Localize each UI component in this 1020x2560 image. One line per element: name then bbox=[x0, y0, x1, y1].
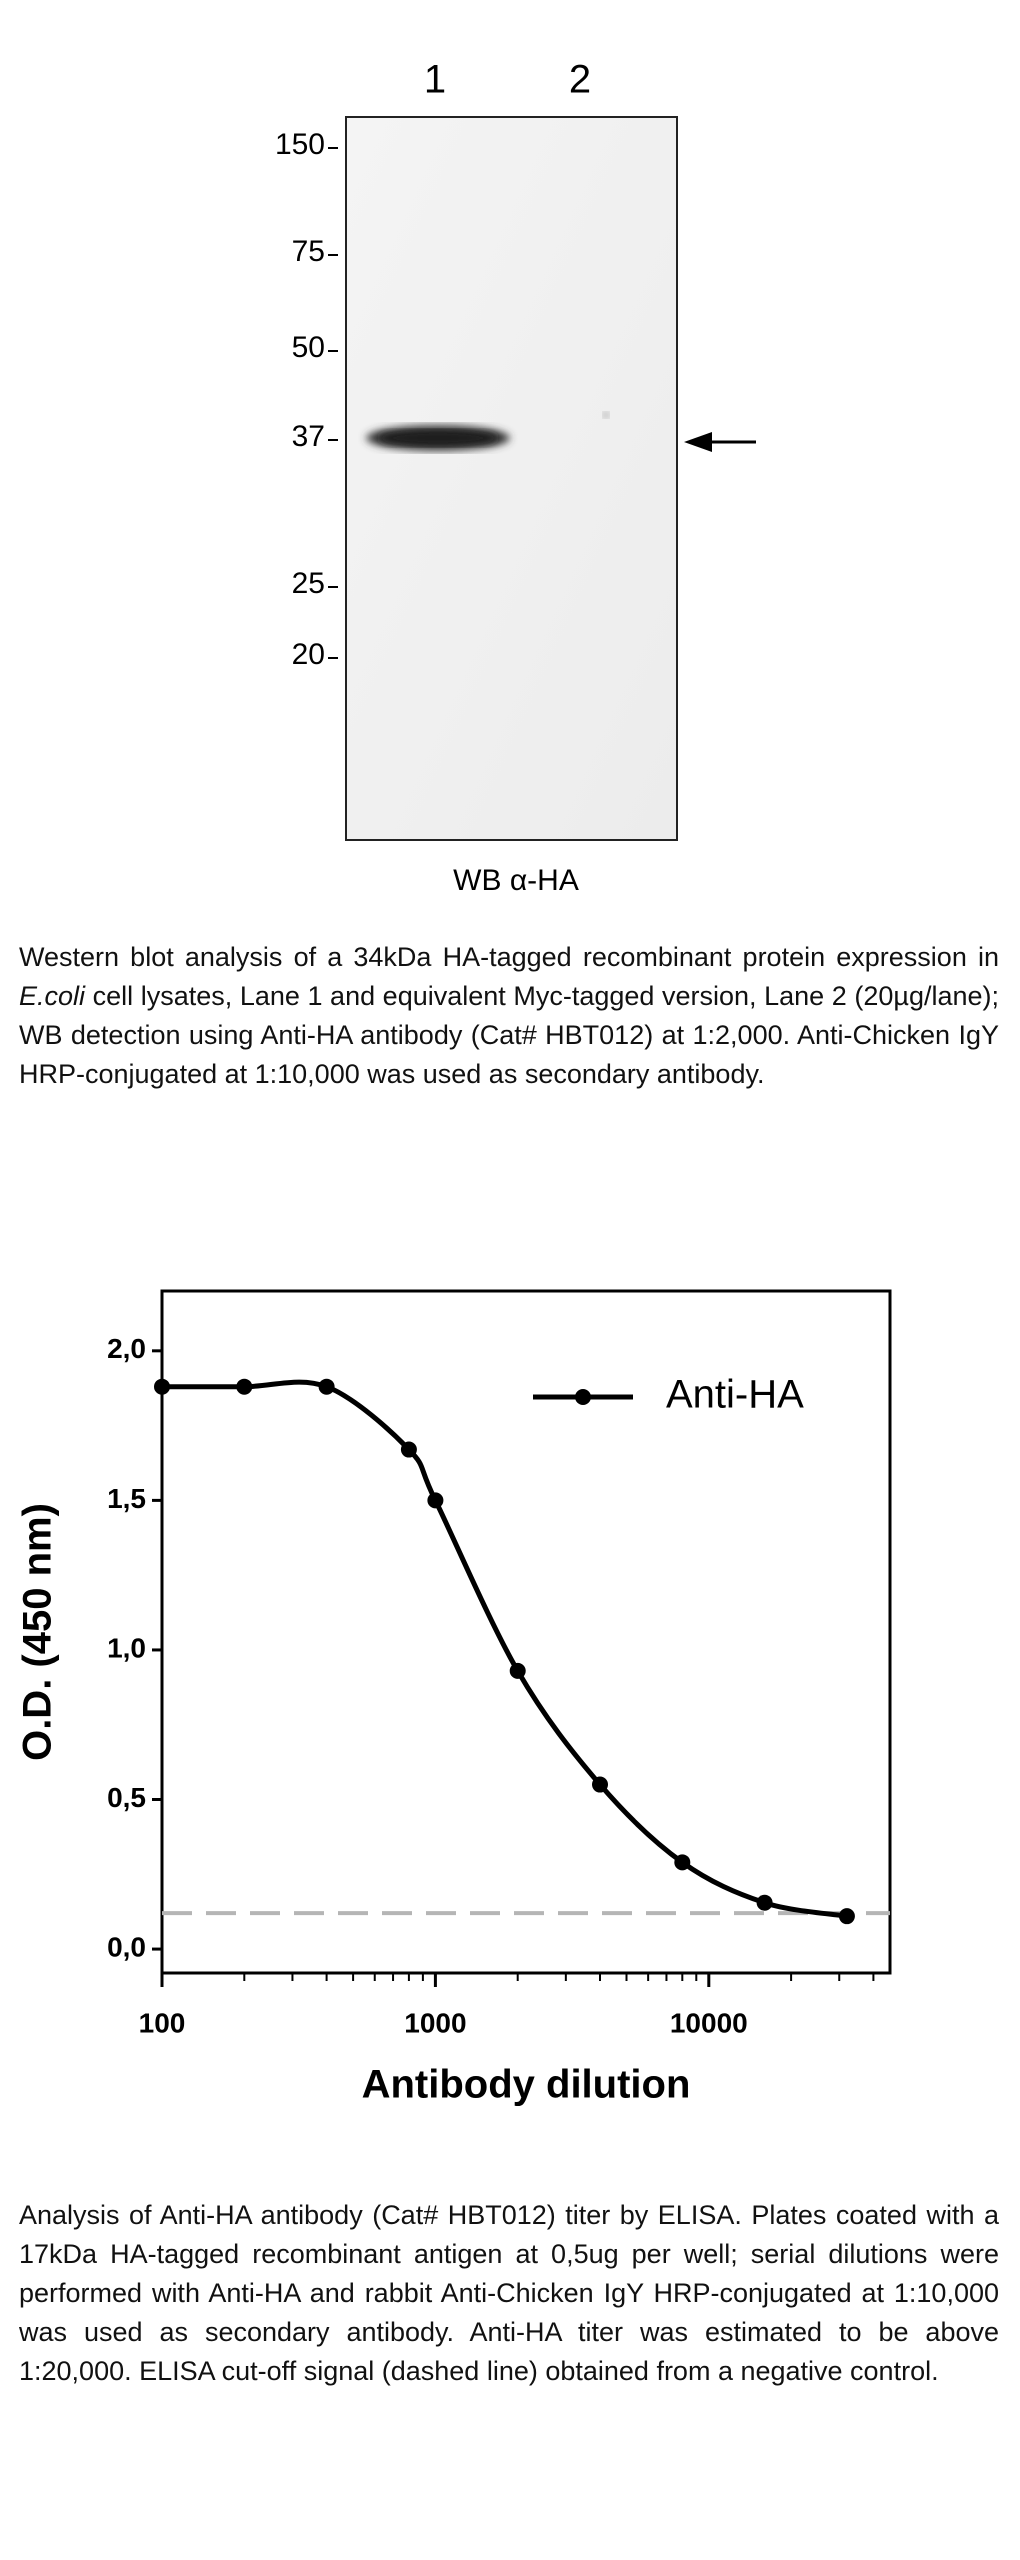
data-point bbox=[400, 1441, 417, 1458]
data-point bbox=[592, 1776, 609, 1793]
marker-label: 50 bbox=[292, 331, 325, 364]
plot-frame bbox=[160, 1289, 892, 1975]
y-tick-label: 0,0 bbox=[107, 1931, 146, 1962]
y-axis-label: O.D. (450 nm) bbox=[16, 1503, 60, 1761]
data-point bbox=[756, 1894, 773, 1911]
y-tick-label: 0,5 bbox=[107, 1782, 146, 1813]
marker-label: 25 bbox=[292, 567, 325, 600]
data-point bbox=[154, 1378, 170, 1395]
y-tick-label: 1,5 bbox=[107, 1483, 146, 1514]
data-point bbox=[838, 1908, 855, 1925]
elisa-caption: Analysis of Anti-HA antibody (Cat# HBT01… bbox=[19, 2200, 999, 2386]
figure: 1 2 WB α-HA 150 75 50 37 25 20 0,0 0,5 1,0 1,5 2,… bbox=[16, 58, 892, 2107]
data-point bbox=[427, 1492, 444, 1509]
caption-text: Western blot analysis of a 34kDa HA-tagg… bbox=[19, 942, 999, 972]
arrow-head bbox=[684, 432, 712, 452]
legend-label: Anti-HA bbox=[666, 1373, 804, 1417]
x-axis-label: Antibody dilution bbox=[362, 2063, 691, 2107]
series-line bbox=[161, 1379, 848, 1919]
lane-label: 1 bbox=[424, 58, 446, 102]
marker-label: 20 bbox=[292, 638, 325, 671]
blot-caption: Western blot analysis of a 34kDa HA-tagg… bbox=[19, 938, 999, 1094]
x-tick-label: 10000 bbox=[670, 2007, 748, 2038]
y-tick-label: 2,0 bbox=[107, 1333, 146, 1364]
caption-text: cell lysates, Lane 1 and equivalent Myc-… bbox=[19, 981, 999, 1089]
blot-label: WB α-HA bbox=[453, 864, 579, 897]
blot-membrane bbox=[345, 116, 678, 841]
marker-label: 75 bbox=[292, 235, 325, 268]
data-point bbox=[236, 1378, 253, 1395]
y-tick-label: 1,0 bbox=[107, 1632, 146, 1663]
speck bbox=[603, 412, 609, 418]
caption-italic: E.coli bbox=[19, 981, 86, 1011]
x-tick-label: 100 bbox=[139, 2007, 186, 2038]
western-blot: 1 2 WB α-HA 150 75 50 37 25 20 bbox=[275, 58, 756, 897]
legend-marker bbox=[575, 1389, 591, 1405]
data-point bbox=[509, 1662, 526, 1679]
marker-label: 37 bbox=[292, 420, 325, 453]
band-core bbox=[378, 430, 498, 446]
data-point bbox=[674, 1854, 691, 1871]
x-tick-label: 1000 bbox=[404, 2007, 466, 2038]
marker-label: 150 bbox=[275, 128, 325, 161]
lane-label: 2 bbox=[569, 58, 591, 102]
data-point bbox=[318, 1378, 335, 1395]
